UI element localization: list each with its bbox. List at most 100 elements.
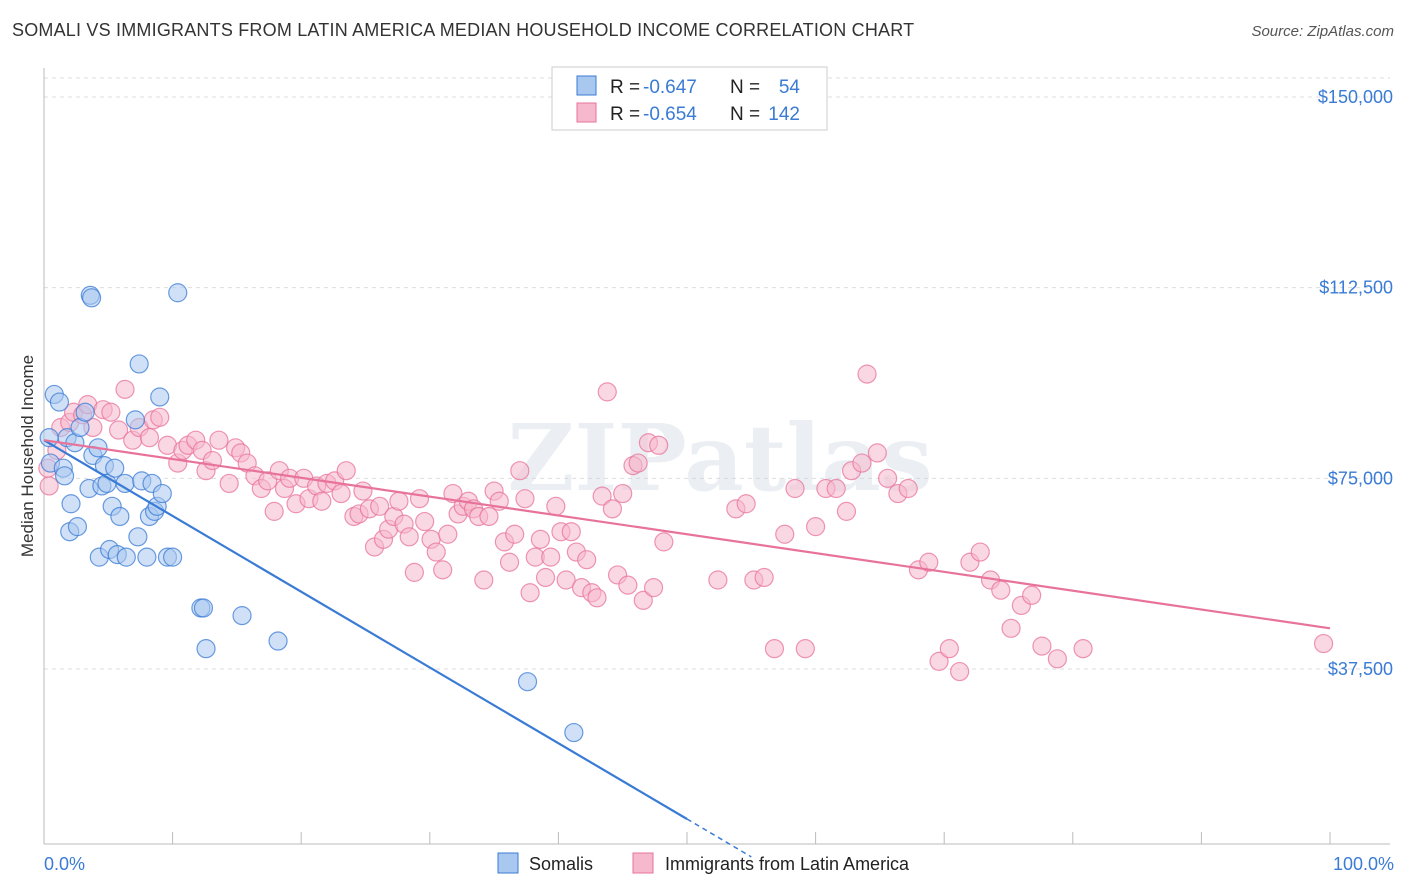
somali-point [110, 506, 130, 527]
latin-america-point [754, 567, 774, 588]
latin-america-point [515, 489, 535, 509]
somali-point [268, 631, 288, 651]
somali-point [75, 402, 95, 422]
latin-america-point [409, 489, 430, 509]
somali-point [168, 283, 188, 303]
latin-america-point [331, 483, 351, 504]
somali-point [128, 527, 148, 547]
x-tick-label-max: 100.0% [1333, 854, 1394, 874]
legend-n-value-1: 54 [779, 77, 801, 98]
latin-america-point [535, 567, 556, 588]
latin-america-point [404, 562, 424, 582]
somali-point [54, 466, 75, 486]
somali-point [163, 547, 183, 567]
x-tick-marks [172, 832, 1331, 844]
bottom-legend-label-latin-america: Immigrants from Latin America [665, 854, 910, 874]
legend-r-label-1: R = [610, 77, 640, 98]
latin-america-point [556, 570, 576, 590]
latin-america-point [530, 529, 550, 549]
somali-point [129, 354, 149, 374]
latin-america-point [541, 547, 561, 567]
somali-point [152, 483, 172, 504]
latin-america-trend-line [43, 439, 1331, 630]
latin-america-point [546, 496, 566, 516]
legend-r-value-1: -0.647 [643, 77, 697, 98]
latin-america-point [1073, 639, 1093, 659]
latin-america-point [433, 560, 453, 580]
latin-america-point [592, 486, 612, 506]
latin-america-point [39, 476, 59, 496]
latin-america-point [795, 639, 815, 659]
latin-america-point [618, 575, 638, 595]
series-somalis-points [39, 283, 584, 743]
latin-america-point [898, 478, 918, 499]
latin-america-point [852, 453, 872, 473]
legend-swatch-somalis [576, 75, 597, 96]
series-legend: Somalis Immigrants from Latin America [497, 852, 910, 874]
somali-point [125, 410, 145, 430]
somali-point [232, 606, 252, 626]
somali-point [564, 722, 584, 743]
latin-america-point [499, 552, 520, 572]
latin-america-point [479, 506, 499, 527]
y-tick-label: $75,000 [1328, 468, 1393, 488]
latin-america-point [764, 639, 785, 659]
latin-america-point [775, 524, 795, 544]
latin-america-point [1022, 585, 1042, 605]
y-tick-label: $150,000 [1318, 87, 1393, 107]
somalis-trend-line [43, 439, 688, 820]
latin-america-point [878, 468, 898, 488]
latin-america-point [415, 511, 435, 532]
latin-america-point [950, 661, 970, 682]
latin-america-point [209, 430, 229, 450]
latin-america-point [510, 461, 530, 481]
somalis-trend-extension [686, 818, 752, 858]
latin-america-point [991, 580, 1011, 600]
latin-america-point [805, 517, 826, 537]
latin-america-point [633, 590, 653, 610]
somali-point [137, 547, 157, 567]
legend-swatch-latin-america [576, 102, 597, 123]
latin-america-point [708, 570, 728, 590]
latin-america-point [101, 402, 121, 422]
legend-r-value-2: -0.654 [643, 104, 697, 125]
latin-america-point [474, 570, 494, 590]
correlation-legend: R = -0.647 N = 54 R = -0.654 N = 142 [551, 66, 828, 131]
latin-america-point [939, 639, 959, 659]
latin-america-point [1047, 649, 1067, 669]
latin-america-point [370, 496, 390, 516]
latin-america-point [336, 461, 356, 481]
latin-america-point [389, 491, 409, 511]
somali-point [150, 387, 170, 407]
y-tick-labels: $150,000 $112,500 $75,000 $37,500 [1318, 87, 1393, 679]
latin-america-point [219, 473, 239, 494]
somali-point [61, 494, 81, 514]
somali-point [193, 598, 214, 618]
latin-america-point [1001, 618, 1021, 638]
latin-america-point [426, 542, 446, 562]
latin-america-point [929, 651, 949, 671]
bottom-legend-label-somalis: Somalis [529, 854, 593, 874]
latin-america-point [443, 483, 463, 504]
latin-america-point [826, 478, 846, 499]
latin-america-point [857, 364, 877, 384]
somali-point [105, 458, 125, 478]
latin-america-point [1032, 636, 1052, 656]
latin-america-point [649, 435, 669, 455]
latin-america-point [602, 499, 623, 519]
latin-america-point [115, 379, 135, 399]
latin-america-point [654, 532, 674, 552]
chart-source: Source: ZipAtlas.com [1251, 23, 1394, 40]
latin-america-point [836, 501, 857, 521]
somali-point [517, 672, 538, 692]
somali-point [116, 547, 136, 567]
latin-america-point [561, 522, 581, 542]
latin-america-point [438, 524, 458, 544]
latin-america-point [736, 494, 756, 514]
latin-america-point [312, 491, 332, 511]
legend-r-label-2: R = [610, 104, 640, 125]
latin-america-point [353, 481, 373, 501]
bottom-legend-swatch-latin-america [632, 852, 654, 874]
latin-america-point [505, 524, 525, 544]
